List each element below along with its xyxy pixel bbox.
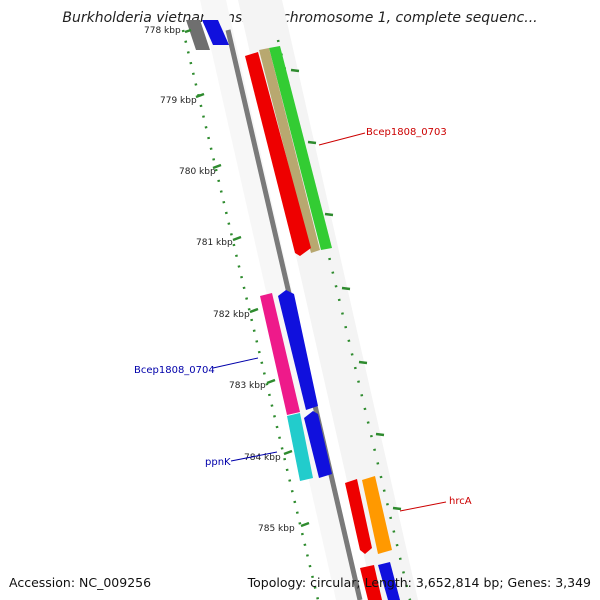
outer-dash-7 bbox=[392, 506, 402, 511]
top-partial-features bbox=[186, 20, 229, 50]
leader-ppnk bbox=[230, 451, 278, 462]
gene-group-bcep1808-0703 bbox=[245, 46, 332, 256]
gene-arrow-red-bottom bbox=[360, 565, 382, 600]
tick-label-781: 781 kbp bbox=[196, 238, 233, 248]
major-tick-784 bbox=[283, 449, 293, 456]
leader-bcep1808-0703 bbox=[318, 132, 366, 146]
map-title: Burkholderia vietnamiensis G4 chromosome… bbox=[62, 10, 538, 26]
tick-label-784: 784 kbp bbox=[244, 453, 281, 463]
outer-dash-5 bbox=[358, 360, 368, 365]
accession-text: Accession: NC_009256 bbox=[9, 575, 152, 590]
major-tick-780 bbox=[212, 163, 222, 170]
major-tick-781 bbox=[232, 235, 242, 242]
outer-dash-1 bbox=[290, 68, 300, 73]
outer-dash-2 bbox=[307, 140, 317, 145]
tick-label-778: 778 kbp bbox=[144, 26, 181, 36]
gene-arrow-orange-hrca bbox=[362, 476, 392, 554]
major-tick-782 bbox=[249, 307, 259, 314]
ruler-major-ticks bbox=[184, 28, 310, 528]
gene-arrow-red bbox=[245, 52, 311, 256]
genome-summary-text: Topology: circular; Length: 3,652,814 bp… bbox=[247, 575, 591, 590]
leader-bcep1808-0704 bbox=[212, 357, 259, 369]
leader-hrca bbox=[399, 501, 447, 512]
gene-arrow-gray bbox=[186, 20, 210, 50]
gene-group-bcep1808-0704 bbox=[260, 290, 332, 481]
gene-arrow-tan bbox=[259, 48, 320, 253]
major-tick-783 bbox=[266, 378, 276, 385]
tick-label-779: 779 kbp bbox=[160, 96, 197, 106]
outer-dash-3 bbox=[324, 212, 334, 217]
gene-arrow-blue-1 bbox=[278, 290, 318, 410]
tick-label-780: 780 kbp bbox=[179, 167, 216, 177]
bottom-partial-features bbox=[360, 562, 400, 600]
gene-label-ppnk: ppnK bbox=[205, 457, 231, 468]
gene-arrow-cyan bbox=[287, 413, 313, 481]
gene-arrow-blue-2 bbox=[304, 411, 332, 478]
tick-label-783: 783 kbp bbox=[229, 381, 266, 391]
outer-dash-6 bbox=[375, 432, 385, 437]
gene-arrow-blue-bottom bbox=[378, 562, 400, 600]
gene-arrow-green bbox=[269, 46, 332, 250]
major-tick-778 bbox=[184, 28, 192, 34]
gene-arrow-magenta bbox=[260, 293, 300, 415]
tick-label-782: 782 kbp bbox=[213, 310, 250, 320]
gene-arrow-blue-top bbox=[202, 20, 229, 45]
gene-label-bcep1808-0704: Bcep1808_0704 bbox=[134, 365, 215, 376]
gene-label-bcep1808-0703: Bcep1808_0703 bbox=[366, 127, 447, 138]
gene-group-hrca bbox=[345, 476, 392, 554]
gene-arrow-red-hrca bbox=[345, 479, 372, 554]
outer-dash-4 bbox=[341, 286, 351, 291]
tick-label-785: 785 kbp bbox=[258, 524, 295, 534]
gene-label-hrca: hrcA bbox=[449, 496, 472, 507]
major-tick-779 bbox=[195, 92, 205, 99]
outer-dash-marks bbox=[290, 68, 402, 511]
major-tick-785 bbox=[300, 521, 310, 528]
